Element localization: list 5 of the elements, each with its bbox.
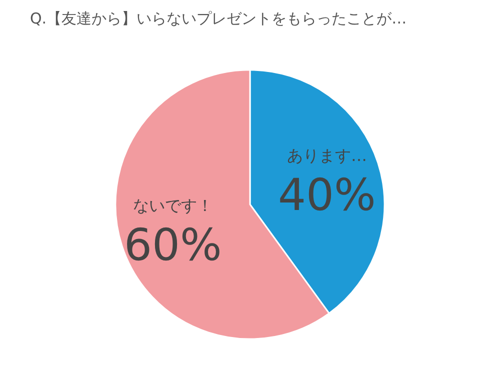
data-label: 40% (278, 170, 376, 221)
slice-label: あります… (287, 146, 367, 165)
chart-title: Q.【友達から】いらないプレゼントをもらったことが… (30, 10, 407, 28)
data-label: 60% (124, 220, 222, 271)
slice-label: ないです！ (133, 196, 213, 215)
